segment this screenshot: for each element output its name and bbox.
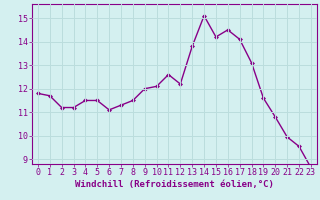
X-axis label: Windchill (Refroidissement éolien,°C): Windchill (Refroidissement éolien,°C) [75, 180, 274, 189]
